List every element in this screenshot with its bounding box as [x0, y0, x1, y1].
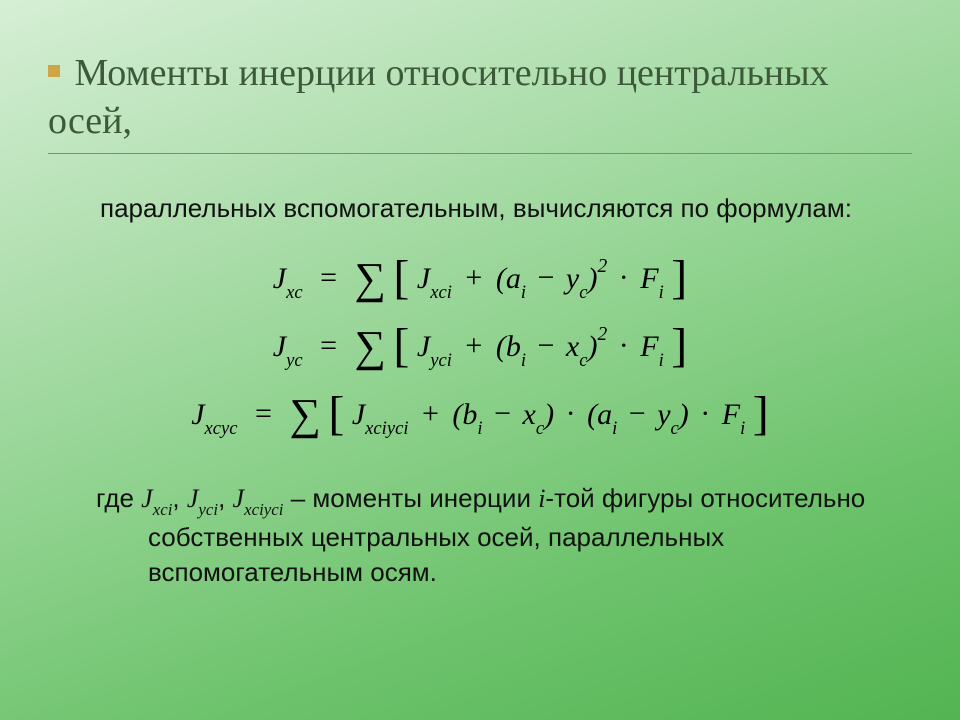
f1-pa-letter: a — [506, 261, 521, 294]
f3-pa-sub: i — [477, 418, 482, 439]
f2-pb-sub: c — [579, 350, 587, 371]
title-bullet-icon — [48, 65, 60, 77]
explain-sym3-sub: xciyci — [244, 500, 283, 519]
explain-sym2-sub: yci — [198, 500, 218, 519]
f2-pb-letter: x — [566, 329, 579, 362]
f3-F-sub: i — [740, 418, 745, 439]
dot-icon: · — [615, 329, 633, 362]
dot-icon: · — [615, 261, 633, 294]
f3-pb-letter: x — [523, 397, 536, 430]
sigma-icon: ∑ — [355, 322, 386, 371]
f2-pa-letter: b — [506, 329, 521, 362]
f3-minus2: − — [625, 397, 650, 430]
f2-plus: + — [459, 329, 488, 362]
f3-p2a-sub: i — [612, 418, 617, 439]
explain-prefix: где — [96, 483, 141, 513]
slide: Моменты инерции относительно центральных… — [0, 0, 960, 720]
formula-jyc: Jyc = ∑ [ Jyci + (bi − xc)2 · Fi ] — [273, 325, 687, 373]
explain-sep2: , — [218, 483, 232, 513]
explain-sym2-letter: J — [187, 484, 199, 513]
f2-sum-letter: J — [417, 329, 430, 362]
sigma-icon: ∑ — [289, 390, 320, 439]
rbracket-icon: ] — [753, 387, 769, 440]
formula-jxc: Jxc = ∑ [ Jxci + (ai − yc)2 · Fi ] — [273, 257, 687, 305]
f2-minus: − — [533, 329, 558, 362]
explanation-text: где Jxci, Jyci, Jxciyci – моменты инерци… — [96, 481, 912, 590]
rbracket-icon: ] — [671, 319, 687, 372]
f3-pb-sub: c — [536, 418, 544, 439]
f3-plus: + — [416, 397, 445, 430]
f2-lhs-letter: J — [273, 329, 286, 362]
f2-lhs-sub: yc — [286, 350, 303, 371]
lbracket-icon: [ — [393, 251, 409, 304]
title-row: Моменты инерции относительно центральных… — [48, 50, 912, 145]
f1-power: 2 — [598, 256, 608, 277]
f3-eq: = — [245, 397, 282, 430]
f3-minus1: − — [490, 397, 515, 430]
f3-p2b-sub: c — [671, 418, 679, 439]
explain-mid1: – моменты инерции — [283, 483, 538, 513]
lbracket-icon: [ — [328, 387, 344, 440]
formula-jxcyc: Jxcyc = ∑ [ Jxciyci + (bi − xc) · (ai − … — [191, 393, 769, 441]
dot-icon: · — [696, 397, 714, 430]
f1-pb-letter: y — [566, 261, 579, 294]
f2-F-sub: i — [659, 350, 664, 371]
explain-sym1-letter: J — [141, 484, 153, 513]
rbracket-icon: ] — [671, 251, 687, 304]
f3-F-letter: F — [722, 397, 740, 430]
formulae-block: Jxc = ∑ [ Jxci + (ai − yc)2 · Fi ] Jyc =… — [48, 247, 912, 451]
explain-sym1-sub: xci — [153, 500, 173, 519]
subtitle-text: параллельных вспомогательным, вычисляютс… — [100, 192, 880, 225]
title-underline — [48, 153, 912, 154]
f3-pa-letter: b — [462, 397, 477, 430]
f1-minus: − — [533, 261, 558, 294]
f1-eq: = — [310, 261, 347, 294]
f2-eq: = — [310, 329, 347, 362]
f1-plus: + — [459, 261, 488, 294]
lbracket-icon: [ — [393, 319, 409, 372]
explain-sym3-letter: J — [233, 484, 245, 513]
f1-lhs-letter: J — [273, 261, 286, 294]
f1-sum-letter: J — [417, 261, 430, 294]
f1-pa-sub: i — [521, 282, 526, 303]
sigma-icon: ∑ — [355, 254, 386, 303]
dot-icon: · — [562, 397, 580, 430]
f2-sum-sub: yci — [430, 350, 452, 371]
explain-sym3: Jxciyci — [233, 484, 284, 513]
f3-lhs-sub: xcyc — [205, 418, 238, 439]
f1-sum-sub: xci — [430, 282, 452, 303]
slide-title: Моменты инерции относительно центральных… — [48, 52, 829, 142]
explain-sep1: , — [172, 483, 186, 513]
f3-p2a-letter: a — [597, 397, 612, 430]
f3-lhs-letter: J — [191, 397, 204, 430]
f3-p2b-letter: y — [657, 397, 670, 430]
f3-sum-letter: J — [352, 397, 365, 430]
f2-F-letter: F — [640, 329, 658, 362]
f1-F-sub: i — [659, 282, 664, 303]
f2-power: 2 — [598, 324, 608, 345]
f1-lhs-sub: xc — [286, 282, 303, 303]
f2-pa-sub: i — [521, 350, 526, 371]
f1-F-letter: F — [640, 261, 658, 294]
f1-pb-sub: c — [579, 282, 587, 303]
f3-sum-sub: xciyci — [365, 418, 408, 439]
explain-sym2: Jyci — [187, 484, 218, 513]
explain-sym1: Jxci — [141, 484, 172, 513]
title-block: Моменты инерции относительно центральных… — [48, 50, 912, 154]
